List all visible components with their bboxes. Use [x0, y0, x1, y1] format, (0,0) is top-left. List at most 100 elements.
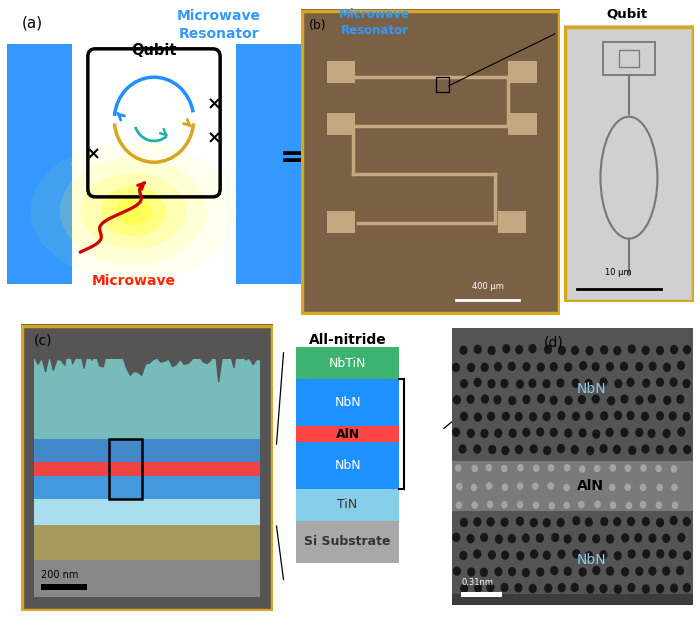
Circle shape	[592, 534, 601, 544]
Circle shape	[635, 428, 643, 437]
Circle shape	[599, 550, 608, 559]
Circle shape	[466, 534, 475, 543]
Circle shape	[467, 568, 475, 577]
Circle shape	[663, 363, 671, 372]
Circle shape	[624, 464, 631, 472]
Circle shape	[678, 533, 685, 542]
Circle shape	[452, 428, 460, 437]
Circle shape	[656, 346, 664, 355]
Circle shape	[628, 549, 636, 559]
Text: Microwave: Microwave	[92, 274, 176, 288]
Circle shape	[648, 566, 657, 576]
Circle shape	[570, 583, 579, 592]
Circle shape	[600, 411, 608, 421]
Circle shape	[501, 446, 510, 455]
Text: Qubit: Qubit	[132, 43, 176, 57]
Circle shape	[486, 501, 493, 508]
Text: =: =	[279, 143, 305, 172]
Circle shape	[542, 518, 551, 527]
Circle shape	[460, 584, 468, 593]
Circle shape	[599, 584, 608, 593]
Circle shape	[635, 396, 643, 405]
Bar	[34, 476, 260, 500]
Circle shape	[466, 394, 475, 404]
Circle shape	[522, 568, 530, 577]
Circle shape	[642, 346, 650, 355]
Text: Microwave
Resonator: Microwave Resonator	[176, 9, 260, 41]
Circle shape	[474, 345, 482, 354]
Circle shape	[620, 428, 629, 437]
Circle shape	[579, 466, 586, 473]
Circle shape	[530, 518, 538, 527]
Circle shape	[585, 346, 594, 355]
Circle shape	[458, 444, 467, 454]
Circle shape	[486, 583, 495, 592]
Bar	[34, 525, 260, 559]
Circle shape	[564, 501, 570, 509]
Circle shape	[494, 395, 501, 404]
Bar	[327, 61, 356, 83]
Text: 0.31nm: 0.31nm	[461, 578, 493, 587]
Text: 200 nm: 200 nm	[41, 570, 78, 580]
Circle shape	[536, 534, 544, 543]
Bar	[109, 439, 142, 500]
Text: NbN: NbN	[335, 459, 361, 472]
Circle shape	[572, 516, 580, 525]
Circle shape	[621, 567, 629, 576]
Circle shape	[641, 444, 650, 454]
Circle shape	[501, 501, 508, 508]
Circle shape	[542, 551, 551, 560]
Circle shape	[517, 501, 524, 508]
Circle shape	[606, 566, 614, 576]
Bar	[34, 462, 260, 476]
Circle shape	[671, 484, 678, 491]
Circle shape	[635, 362, 643, 371]
Circle shape	[578, 533, 587, 542]
Circle shape	[606, 362, 614, 371]
Circle shape	[487, 411, 495, 421]
Circle shape	[636, 566, 643, 576]
Circle shape	[670, 583, 678, 593]
Circle shape	[564, 428, 573, 438]
Circle shape	[592, 362, 600, 372]
Circle shape	[488, 550, 496, 559]
Circle shape	[628, 445, 636, 455]
Circle shape	[584, 517, 593, 527]
Circle shape	[550, 566, 559, 575]
Ellipse shape	[80, 173, 186, 249]
Circle shape	[564, 464, 570, 472]
Bar	[327, 211, 356, 232]
Circle shape	[600, 345, 608, 355]
Circle shape	[621, 533, 629, 542]
Circle shape	[594, 465, 601, 472]
Circle shape	[494, 428, 503, 438]
Circle shape	[656, 549, 664, 559]
Circle shape	[486, 482, 493, 490]
Circle shape	[528, 584, 537, 593]
Circle shape	[516, 551, 524, 561]
Circle shape	[634, 533, 643, 542]
Circle shape	[571, 346, 579, 355]
Bar	[508, 113, 537, 135]
Circle shape	[669, 516, 678, 525]
Bar	[296, 379, 399, 426]
Circle shape	[671, 465, 677, 472]
Circle shape	[564, 484, 570, 491]
Circle shape	[522, 428, 531, 437]
Circle shape	[564, 362, 573, 372]
Bar	[296, 442, 399, 489]
Bar	[34, 500, 260, 525]
Circle shape	[548, 464, 554, 472]
Text: NbTiN: NbTiN	[329, 357, 366, 370]
Bar	[7, 44, 71, 284]
Text: Microwave
Resonator: Microwave Resonator	[339, 8, 410, 37]
Circle shape	[517, 483, 524, 490]
Circle shape	[640, 464, 647, 472]
Circle shape	[578, 501, 584, 508]
Circle shape	[543, 446, 552, 455]
Bar	[296, 521, 399, 563]
Circle shape	[517, 464, 524, 471]
Circle shape	[509, 428, 517, 438]
Circle shape	[467, 363, 475, 372]
Circle shape	[486, 464, 492, 471]
